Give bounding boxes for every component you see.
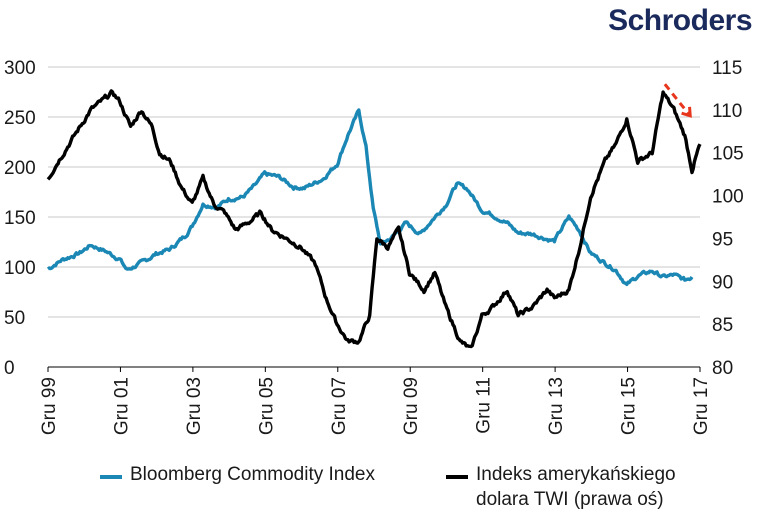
x-tick-label: Gru 07 [329, 377, 350, 435]
left-axis-ticks: 0 50 100 150 200 250 300 [4, 58, 36, 379]
x-axis-ticks: Gru 99 Gru 01 Gru 03 Gru 05 Gru 07 Gru 09 Gru … [39, 367, 712, 435]
brand-logo: Schroders [608, 4, 752, 37]
left-tick-label: 200 [4, 158, 36, 179]
left-tick-label: 100 [4, 258, 36, 279]
trend-arrow-head [681, 106, 692, 118]
series-lines [46, 89, 702, 349]
left-tick-label: 250 [4, 108, 36, 129]
left-tick-label: 300 [4, 58, 36, 79]
right-tick-label: 115 [712, 58, 742, 79]
x-tick-label: Gru 01 [111, 377, 132, 435]
right-tick-label: 105 [712, 144, 744, 165]
x-tick-label: Gru 03 [184, 377, 205, 435]
legend-swatch-dollar [446, 475, 468, 479]
legend-swatch-commodity [100, 475, 122, 479]
legend-label-dollar-line1: Indeks amerykańskiego [476, 464, 676, 485]
trend-arrow-shaft [663, 83, 692, 117]
dollar-twi-line [46, 89, 702, 349]
x-tick-label: Gru 15 [619, 377, 640, 435]
left-tick-label: 150 [4, 208, 36, 229]
x-tick-label: Gru 05 [256, 377, 277, 435]
right-tick-label: 95 [712, 229, 733, 250]
left-tick-label: 50 [4, 308, 25, 329]
legend-label-dollar-line2: dolara TWI (prawa oś) [476, 489, 664, 510]
x-tick-label: Gru 99 [39, 377, 60, 435]
legend-label-commodity: Bloomberg Commodity Index [130, 464, 375, 485]
right-tick-label: 85 [712, 315, 733, 336]
right-axis-ticks: 80 85 90 95 100 105 110 115 [712, 58, 744, 379]
commodity-index-line [46, 108, 694, 287]
left-tick-label: 0 [4, 358, 15, 379]
x-tick-label: Gru 17 [691, 377, 712, 435]
x-tick-label: Gru 13 [546, 377, 567, 435]
right-tick-label: 100 [712, 187, 744, 208]
right-tick-label: 90 [712, 272, 733, 293]
right-tick-label: 110 [712, 101, 742, 122]
right-tick-label: 80 [712, 358, 733, 379]
x-tick-label: Gru 11 [474, 377, 495, 434]
annotations [663, 83, 692, 118]
x-tick-label: Gru 09 [401, 377, 422, 435]
